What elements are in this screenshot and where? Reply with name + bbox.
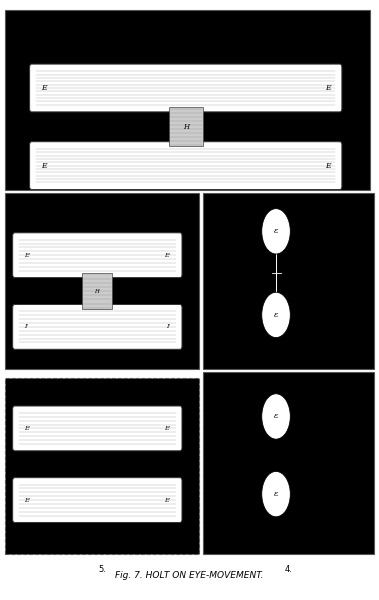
- Text: E': E': [24, 497, 30, 503]
- Bar: [82, 273, 113, 309]
- Text: ε: ε: [274, 227, 278, 235]
- Text: H': H': [94, 289, 100, 293]
- Circle shape: [262, 209, 290, 254]
- Text: E': E': [164, 426, 171, 431]
- Circle shape: [262, 292, 290, 338]
- Text: E': E': [24, 426, 30, 431]
- Text: E': E': [164, 253, 171, 258]
- Bar: [169, 107, 203, 146]
- Bar: [203, 193, 374, 368]
- Text: I': I': [24, 325, 28, 329]
- Circle shape: [262, 394, 290, 439]
- FancyBboxPatch shape: [13, 304, 182, 349]
- Text: ε: ε: [274, 490, 278, 498]
- FancyBboxPatch shape: [13, 233, 182, 278]
- Text: 5.: 5.: [98, 565, 106, 574]
- Text: ε: ε: [274, 412, 278, 421]
- Text: E: E: [41, 84, 47, 92]
- Text: 4.: 4.: [284, 565, 292, 574]
- Text: E': E': [164, 497, 171, 503]
- Text: ε: ε: [274, 311, 278, 319]
- Text: E: E: [325, 84, 330, 92]
- FancyBboxPatch shape: [13, 406, 182, 451]
- Text: E: E: [41, 161, 47, 170]
- Text: 2.: 2.: [284, 379, 292, 388]
- Text: 3.: 3.: [98, 379, 106, 388]
- Bar: [5, 193, 199, 368]
- FancyBboxPatch shape: [30, 64, 342, 112]
- Text: H: H: [183, 123, 189, 131]
- Circle shape: [262, 472, 290, 517]
- Bar: [5, 10, 370, 190]
- Text: E': E': [24, 253, 30, 258]
- Bar: [5, 377, 199, 554]
- FancyBboxPatch shape: [30, 142, 342, 190]
- Text: 1.: 1.: [184, 200, 191, 209]
- Text: I': I': [166, 325, 171, 329]
- Text: E: E: [325, 161, 330, 170]
- Bar: [203, 371, 374, 554]
- FancyBboxPatch shape: [13, 478, 182, 523]
- Text: Fig. 7. HOLT ON EYE-MOVEMENT.: Fig. 7. HOLT ON EYE-MOVEMENT.: [115, 571, 264, 580]
